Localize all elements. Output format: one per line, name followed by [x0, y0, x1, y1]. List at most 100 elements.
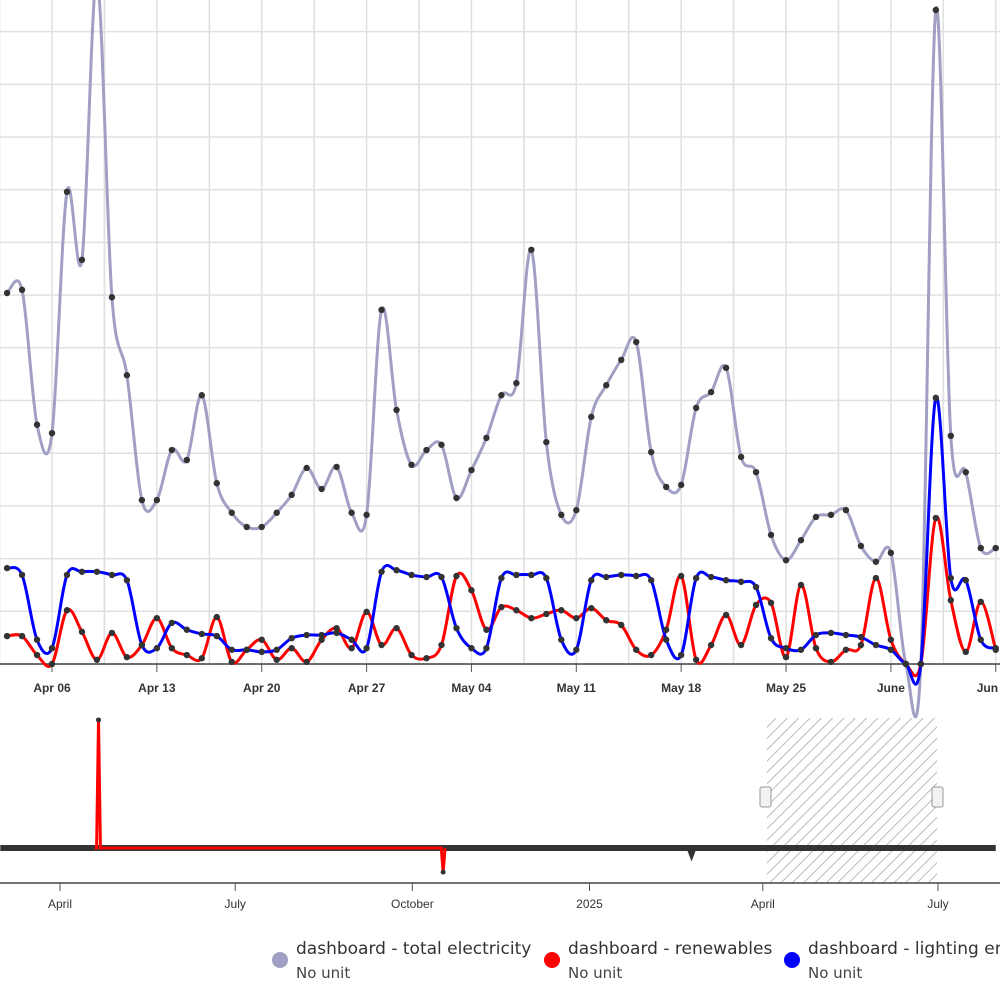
data-point[interactable] [543, 574, 550, 582]
data-point[interactable] [947, 574, 954, 582]
data-point[interactable] [662, 636, 670, 643]
data-point[interactable] [872, 574, 880, 582]
data-point[interactable] [797, 646, 805, 653]
data-point[interactable] [288, 644, 295, 652]
data-point[interactable] [707, 388, 715, 396]
data-point[interactable] [453, 624, 460, 632]
data-point[interactable] [588, 413, 595, 421]
data-point[interactable] [393, 566, 400, 574]
data-point[interactable] [633, 646, 640, 653]
data-point[interactable] [48, 429, 56, 437]
data-point[interactable] [123, 653, 131, 661]
data-point[interactable] [78, 568, 86, 575]
data-point[interactable] [917, 660, 925, 668]
data-point[interactable] [273, 509, 280, 516]
data-point[interactable] [18, 286, 26, 294]
data-point[interactable] [228, 646, 235, 653]
range-handle[interactable] [759, 786, 772, 808]
data-point[interactable] [662, 626, 670, 633]
data-point[interactable] [692, 656, 700, 663]
data-point[interactable] [153, 496, 161, 504]
data-point[interactable] [213, 613, 220, 621]
data-point[interactable] [93, 568, 101, 575]
data-point[interactable] [722, 364, 730, 372]
data-point[interactable] [333, 463, 340, 471]
data-point[interactable] [648, 577, 655, 584]
data-point[interactable] [633, 338, 640, 346]
data-point[interactable] [243, 523, 250, 531]
data-point[interactable] [498, 603, 505, 611]
data-point[interactable] [722, 611, 730, 619]
data-point[interactable] [648, 651, 655, 659]
data-point[interactable] [48, 660, 56, 668]
data-point[interactable] [303, 631, 310, 639]
data-point[interactable] [258, 523, 265, 531]
data-point[interactable] [408, 461, 415, 468]
data-point[interactable] [872, 641, 880, 649]
data-point[interactable] [857, 542, 865, 550]
data-point[interactable] [423, 446, 430, 454]
data-point[interactable] [63, 571, 71, 579]
data-point[interactable] [108, 294, 116, 301]
data-point[interactable] [782, 644, 790, 652]
data-point[interactable] [857, 641, 865, 649]
data-point[interactable] [198, 655, 205, 662]
data-point[interactable] [648, 448, 655, 456]
data-point[interactable] [947, 432, 954, 440]
data-point[interactable] [288, 491, 295, 499]
data-point[interactable] [63, 188, 71, 196]
data-point[interactable] [378, 306, 385, 314]
legend-swatch[interactable] [784, 952, 800, 968]
data-point[interactable] [827, 629, 835, 637]
data-point[interactable] [767, 634, 775, 642]
legend-swatch[interactable] [272, 952, 288, 968]
data-point[interactable] [932, 514, 940, 522]
data-point[interactable] [93, 656, 101, 663]
data-point[interactable] [183, 456, 191, 464]
data-point[interactable] [153, 644, 161, 652]
data-point[interactable] [842, 646, 850, 653]
data-point[interactable] [108, 629, 116, 637]
data-point[interactable] [573, 646, 580, 653]
data-point[interactable] [348, 644, 355, 652]
data-point[interactable] [887, 646, 895, 653]
data-point[interactable] [782, 653, 790, 661]
data-point[interactable] [528, 614, 535, 622]
data-point[interactable] [827, 511, 835, 519]
data-point[interactable] [198, 630, 205, 638]
data-point[interactable] [123, 372, 131, 379]
data-point[interactable] [33, 636, 41, 643]
data-point[interactable] [812, 644, 820, 652]
data-point[interactable] [827, 658, 835, 666]
data-point[interactable] [318, 631, 325, 639]
data-point[interactable] [408, 651, 415, 659]
data-point[interactable] [528, 571, 535, 579]
data-point[interactable] [857, 633, 865, 641]
data-point[interactable] [692, 404, 700, 412]
data-point[interactable] [483, 434, 490, 442]
data-point[interactable] [767, 531, 775, 539]
data-point[interactable] [558, 607, 565, 614]
data-point[interactable] [737, 641, 745, 649]
data-point[interactable] [618, 621, 625, 629]
data-point[interactable] [992, 544, 999, 552]
data-point[interactable] [962, 648, 969, 656]
data-point[interactable] [318, 636, 325, 643]
data-point[interactable] [707, 573, 715, 581]
data-point[interactable] [887, 636, 895, 643]
data-point[interactable] [528, 246, 535, 253]
data-point[interactable] [303, 658, 310, 666]
data-point[interactable] [258, 648, 265, 656]
data-point[interactable] [707, 641, 715, 649]
data-point[interactable] [752, 583, 760, 591]
data-point[interactable] [483, 644, 490, 652]
range-handle[interactable] [931, 786, 944, 808]
data-point[interactable] [573, 506, 580, 514]
data-point[interactable] [468, 587, 475, 594]
data-point[interactable] [3, 632, 11, 640]
data-point[interactable] [363, 608, 370, 616]
data-point[interactable] [213, 632, 220, 640]
data-point[interactable] [258, 636, 265, 643]
data-point[interactable] [573, 614, 580, 622]
data-point[interactable] [977, 544, 984, 552]
